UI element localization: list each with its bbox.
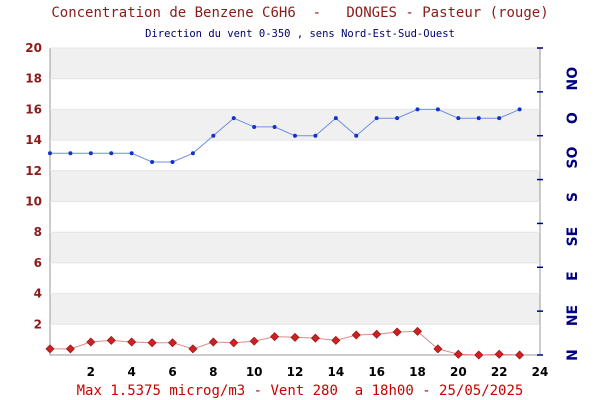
benzene-point — [515, 350, 525, 360]
y-tick-label: 20 — [25, 41, 42, 55]
wind-dir-label: NO — [565, 67, 581, 91]
wind-direction-point — [456, 116, 461, 121]
benzene-point — [106, 335, 116, 345]
series-layer — [45, 107, 525, 360]
wind-dir-label: NE — [565, 305, 581, 326]
y-tick-label: 8 — [34, 225, 42, 239]
wind-direction-point — [313, 133, 318, 138]
benzene-point — [474, 350, 484, 360]
wind-direction-point — [354, 133, 359, 138]
x-tick-label: 6 — [168, 365, 176, 379]
wind-direction-point — [415, 107, 420, 112]
benzene-point — [433, 344, 443, 354]
wind-direction-line — [50, 108, 520, 163]
benzene-point — [188, 344, 198, 354]
wind-direction-point — [497, 116, 502, 121]
grid-band — [50, 170, 540, 202]
wind-direction-point — [170, 160, 175, 165]
wind-dir-label: O — [565, 112, 581, 124]
x-tick-label: 20 — [450, 365, 467, 379]
wind-dir-label: N — [565, 349, 581, 361]
wind-dir-label: E — [565, 271, 581, 281]
grid-band — [50, 232, 540, 263]
wind-direction-point — [48, 151, 52, 156]
chart-subtitle: Direction du vent 0-350 , sens Nord-Est-… — [145, 28, 455, 40]
x-tick-label: 10 — [246, 365, 263, 379]
wind-direction-point — [333, 116, 338, 121]
y-tick-label: 12 — [25, 164, 42, 178]
x-tick-label: 4 — [127, 365, 135, 379]
benzene-point — [208, 337, 218, 347]
y-tick-label: 2 — [34, 317, 42, 331]
benzene-point — [453, 349, 463, 359]
wind-dir-label: SO — [565, 147, 581, 169]
benzene-point — [372, 329, 382, 339]
right-axis-ticks — [537, 47, 543, 356]
grid-band — [50, 293, 540, 325]
benzene-point — [147, 338, 157, 348]
wind-direction-point — [395, 116, 400, 121]
x-tick-label: 14 — [327, 365, 344, 379]
benzene-point — [413, 326, 422, 336]
benzene-point — [86, 337, 96, 347]
y-tick-label: 10 — [25, 195, 42, 209]
wind-direction-point — [435, 107, 440, 112]
wind-direction-point — [231, 116, 236, 121]
grid-band — [50, 48, 540, 79]
wind-dir-label: SE — [565, 227, 581, 247]
chart-footer: Max 1.5375 microg/m3 - Vent 280 a 18h00 … — [76, 383, 524, 399]
x-tick-label: 2 — [87, 365, 95, 379]
benzene-point — [249, 336, 259, 346]
wind-direction-point — [190, 151, 195, 156]
y-axis-labels: 2 4 6 8 10 12 14 16 18 20 — [25, 41, 42, 331]
wind-direction-point — [109, 151, 114, 156]
x-tick-label: 22 — [491, 365, 508, 379]
benzene-line — [50, 330, 520, 356]
benzene-point — [351, 330, 361, 340]
x-axis-labels: 2 4 6 8 10 12 14 16 18 20 22 24 — [87, 365, 549, 379]
wind-direction-point — [129, 151, 134, 156]
x-tick-label: 16 — [368, 365, 385, 379]
chart-title: Concentration de Benzene C6H6 - DONGES -… — [51, 5, 549, 21]
wind-direction-point — [272, 124, 277, 129]
x-tick-label: 24 — [532, 365, 549, 379]
benzene-point — [229, 338, 239, 348]
wind-direction-point — [517, 107, 522, 112]
axes — [49, 47, 541, 356]
wind-dir-label: S — [565, 192, 581, 202]
benzene-point — [310, 333, 320, 343]
wind-direction-point — [374, 116, 379, 121]
benzene-point — [45, 344, 55, 354]
benzene-point — [127, 337, 137, 347]
benzene-point — [270, 332, 280, 342]
wind-direction-labels: N NE E SE S SO O NO — [565, 67, 581, 361]
wind-direction-point — [293, 133, 297, 138]
benzene-point — [65, 344, 75, 354]
wind-direction-point — [211, 133, 216, 138]
y-tick-label: 18 — [25, 72, 42, 86]
benzene-point — [392, 327, 402, 337]
wind-direction-point — [88, 151, 93, 156]
wind-direction-point — [68, 151, 73, 156]
wind-direction-point — [476, 116, 481, 121]
x-tick-label: 18 — [409, 365, 426, 379]
y-tick-label: 16 — [25, 102, 42, 116]
y-tick-label: 6 — [34, 256, 42, 270]
benzene-point — [331, 335, 341, 345]
x-tick-label: 8 — [209, 365, 217, 379]
grid-bands — [50, 48, 540, 325]
benzene-point — [168, 338, 177, 348]
benzene-point — [290, 332, 300, 342]
benzene-point — [494, 349, 504, 359]
wind-direction-point — [252, 124, 257, 129]
y-tick-label: 14 — [25, 133, 42, 147]
x-tick-label: 12 — [287, 365, 304, 379]
y-tick-label: 4 — [34, 287, 42, 301]
wind-direction-point — [150, 160, 155, 165]
